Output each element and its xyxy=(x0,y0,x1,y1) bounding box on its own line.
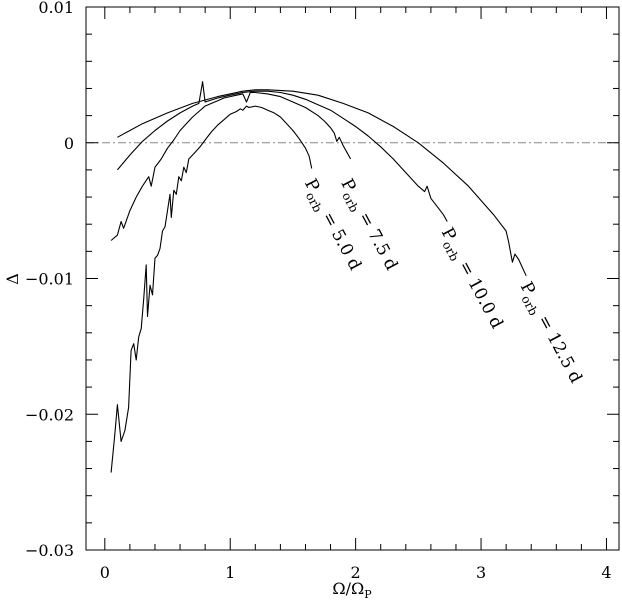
series-label-1: Porb = 5.0 d xyxy=(297,176,365,276)
series-line-2 xyxy=(110,91,352,241)
x-ticks: 0 1 2 3 4 xyxy=(100,7,612,582)
series-line-4 xyxy=(117,89,527,277)
series-group xyxy=(110,81,527,473)
plot-frame xyxy=(85,6,620,551)
y-tick-label: 0 xyxy=(64,134,74,153)
y-tick-label: 0.01 xyxy=(38,0,74,17)
y-tick-label: −0.02 xyxy=(25,405,74,424)
series-line-3 xyxy=(116,81,448,222)
x-axis-label: Ω/ΩP xyxy=(332,579,372,601)
series-line-1 xyxy=(110,105,313,473)
x-axis-label-main: Ω/Ω xyxy=(332,579,364,598)
y-tick-label: −0.01 xyxy=(25,270,74,289)
x-tick-label: 1 xyxy=(225,563,235,582)
series-label-value: = 12.5 d xyxy=(531,307,586,386)
series-label-4: Porb = 12.5 d xyxy=(513,279,586,388)
series-label-value: = 10.0 d xyxy=(452,253,507,332)
y-tick-label: −0.03 xyxy=(25,541,74,560)
y-ticks: 0.01 0 −0.01 −0.02 −0.03 xyxy=(25,0,619,560)
x-tick-label: 2 xyxy=(351,563,361,582)
series-label-3: Porb = 10.0 d xyxy=(434,224,507,333)
x-tick-label: 0 xyxy=(100,563,110,582)
x-axis-label-sub: P xyxy=(364,588,372,601)
x-tick-label: 4 xyxy=(601,563,611,582)
y-axis-label: Δ xyxy=(3,273,22,285)
x-tick-label: 3 xyxy=(476,563,486,582)
